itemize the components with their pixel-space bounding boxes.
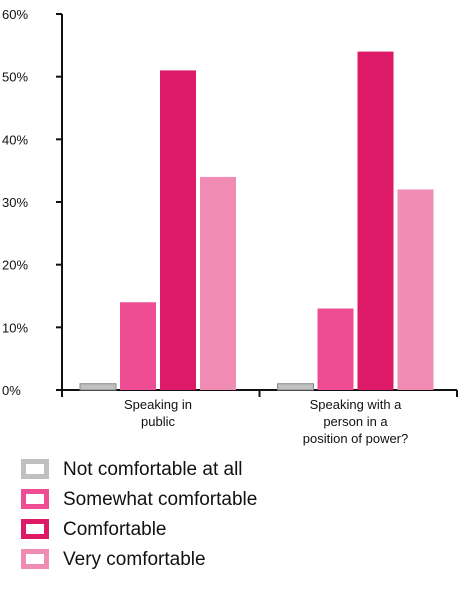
- legend-swatch: [21, 459, 49, 479]
- y-tick-label: 10%: [2, 320, 28, 335]
- legend-swatch: [21, 519, 49, 539]
- y-tick-label: 0%: [2, 383, 21, 398]
- bar: [79, 383, 117, 391]
- y-tick-labels: 0% 10% 20% 30% 40% 50% 60%: [2, 7, 28, 398]
- legend-item: Somewhat comfortable: [18, 486, 348, 516]
- bar: [277, 383, 314, 391]
- bar: [317, 308, 354, 390]
- legend-swatch: [21, 549, 49, 569]
- bar: [357, 51, 394, 390]
- chart-axes: [56, 13, 458, 397]
- category-label: person in a: [323, 414, 388, 429]
- bar: [200, 176, 236, 390]
- legend-item: Very comfortable: [18, 546, 348, 576]
- legend-swatch: [21, 489, 49, 509]
- bar: [397, 189, 434, 390]
- chart-bars: [79, 51, 434, 391]
- bar: [120, 302, 156, 390]
- chart-legend: Not comfortable at all Somewhat comfortab…: [18, 456, 348, 576]
- legend-label: Somewhat comfortable: [63, 489, 258, 510]
- y-tick-label: 20%: [2, 258, 28, 273]
- legend-item: Not comfortable at all: [18, 456, 348, 486]
- legend-item: Comfortable: [18, 516, 348, 546]
- bar: [160, 70, 196, 391]
- y-tick-label: 30%: [2, 195, 28, 210]
- bar-chart: 0%10%20%30%40%50%60% Speaking inpublicSp…: [2, 7, 458, 446]
- y-tick-label: 40%: [2, 132, 28, 147]
- category-label: Speaking in: [124, 397, 192, 412]
- y-tick-label: 50%: [2, 70, 28, 85]
- legend-label: Comfortable: [63, 519, 167, 540]
- y-tick-label: 60%: [2, 7, 28, 22]
- category-label: Speaking with a: [310, 397, 403, 412]
- category-label: public: [141, 414, 175, 429]
- category-labels: Speaking in public Speaking with a person i…: [124, 397, 408, 446]
- category-label: position of power?: [303, 431, 409, 446]
- legend-label: Not comfortable at all: [63, 459, 243, 480]
- legend-label: Very comfortable: [63, 549, 206, 570]
